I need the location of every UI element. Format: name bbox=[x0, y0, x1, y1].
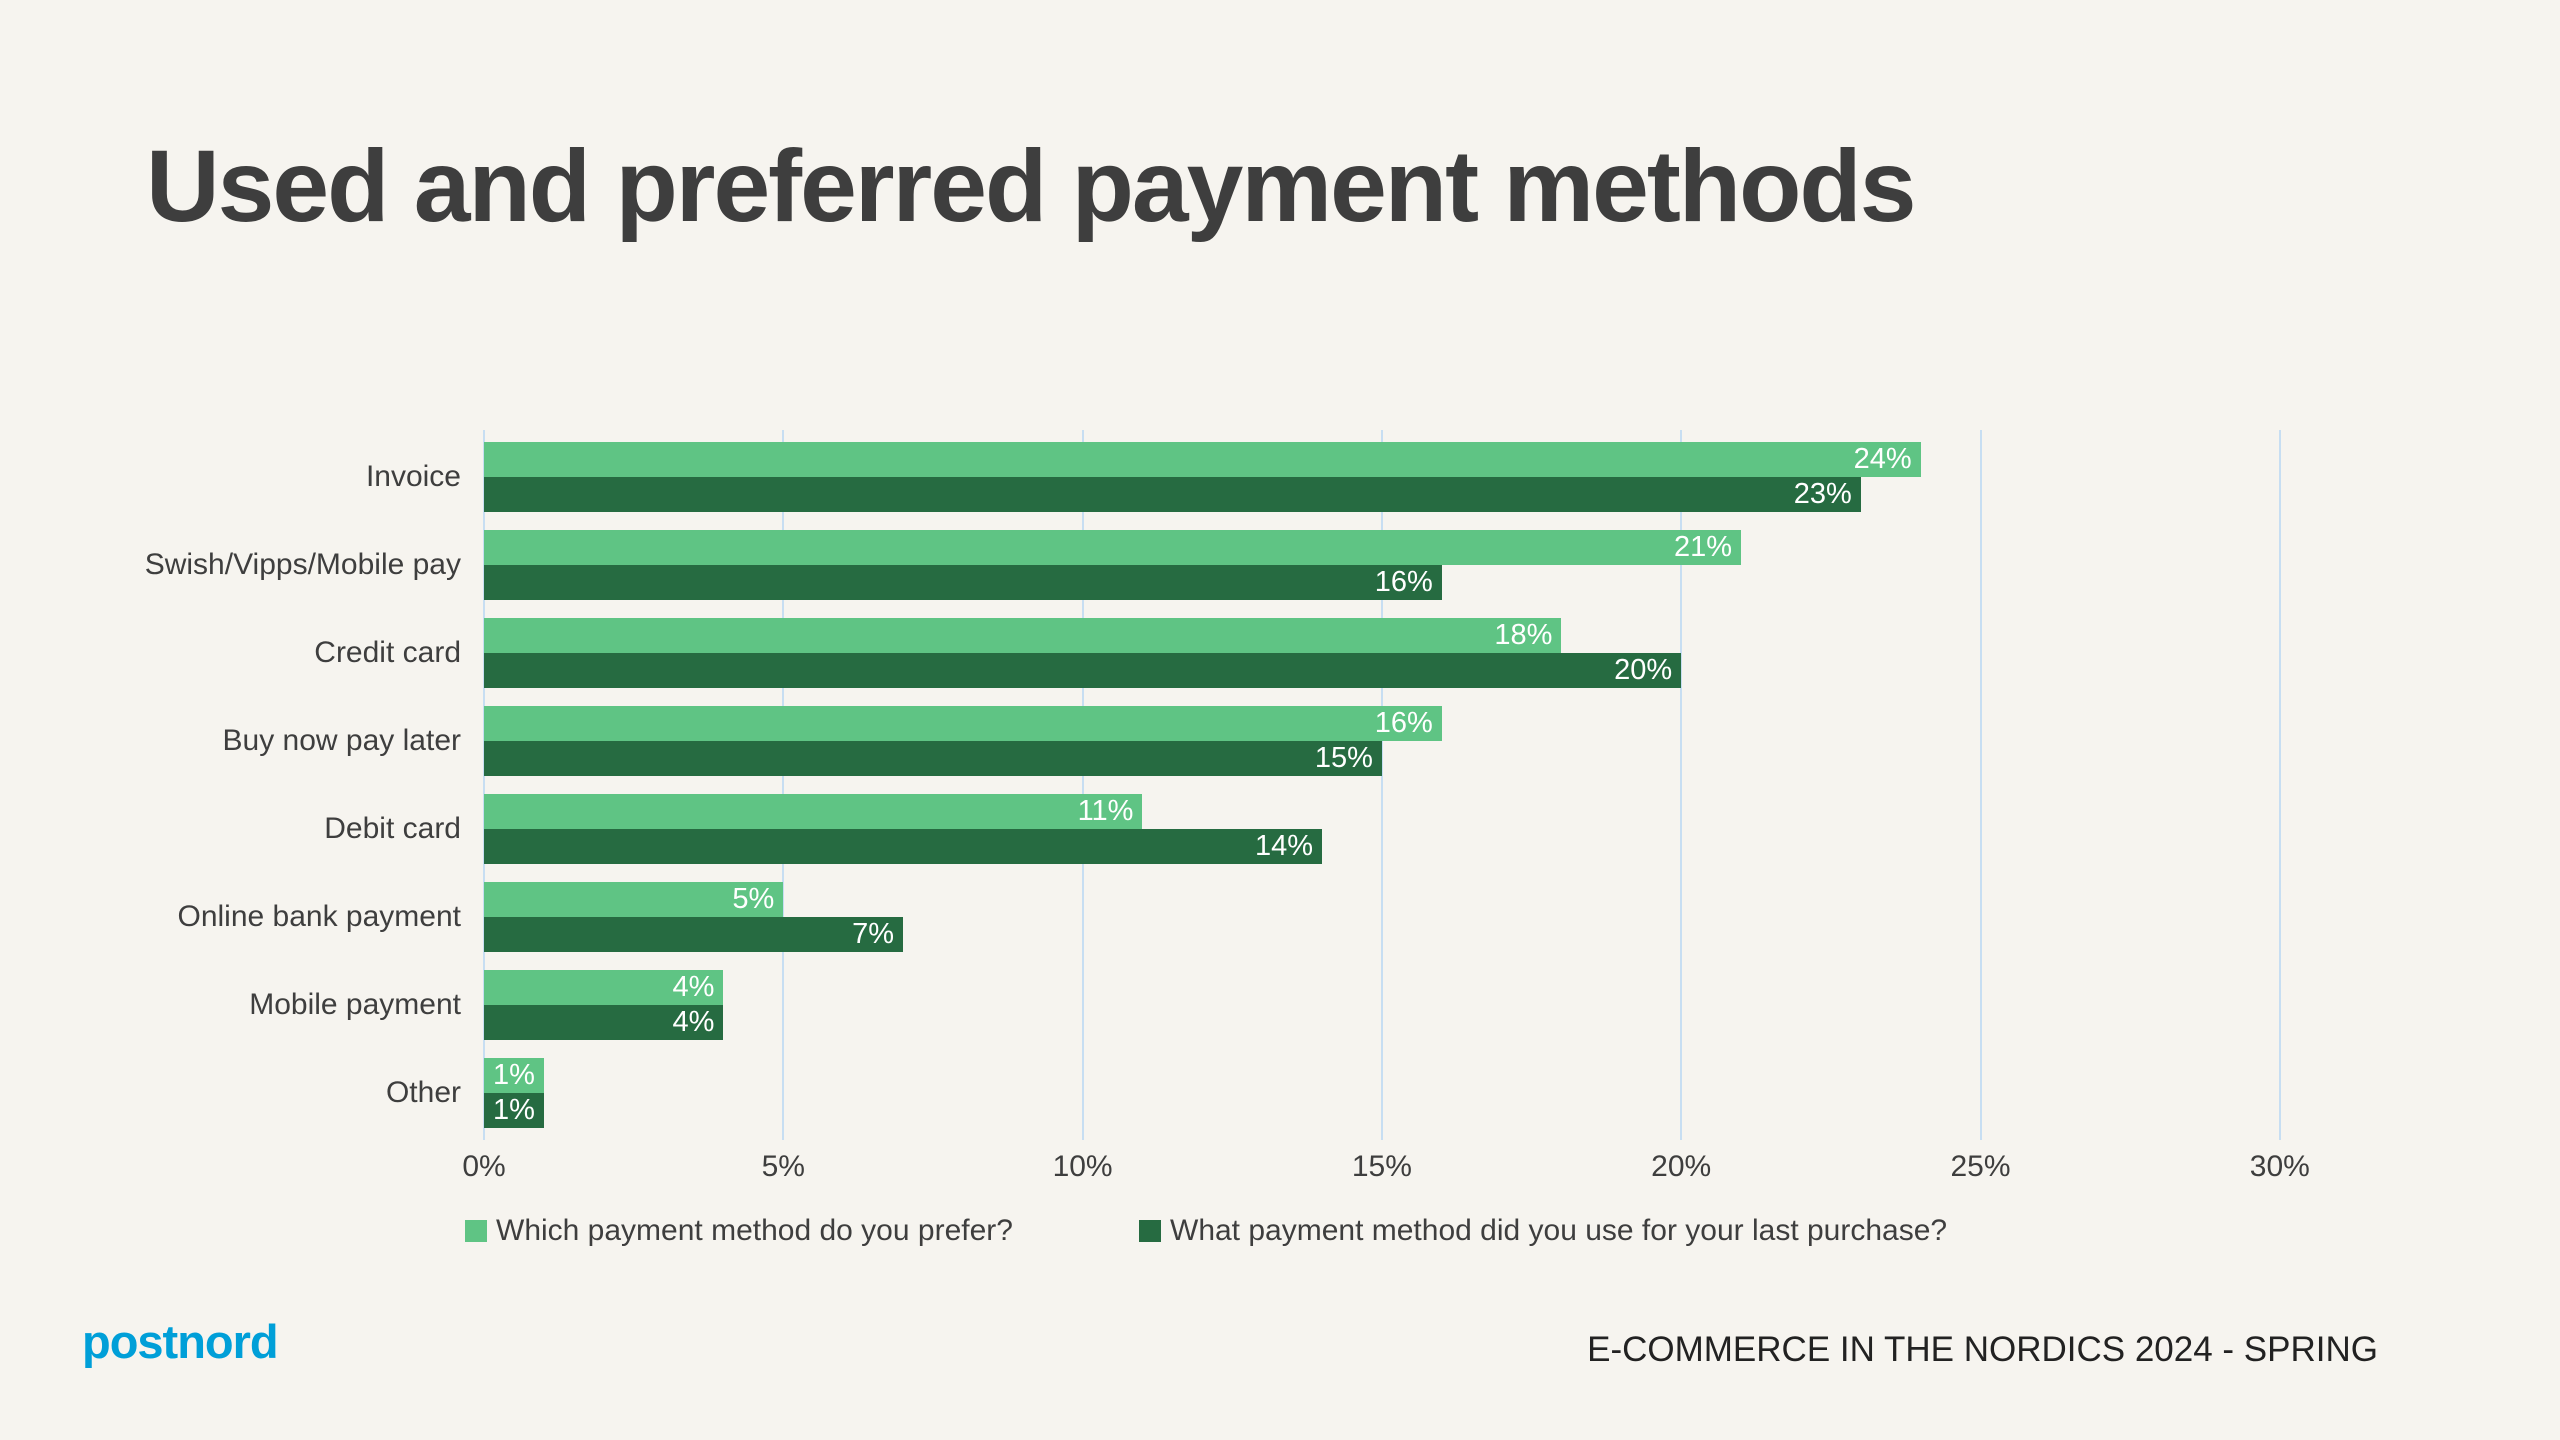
category-label: Credit card bbox=[314, 636, 461, 669]
bar-preferred: 5% bbox=[484, 882, 784, 917]
source-label: E-COMMERCE IN THE NORDICS 2024 - SPRING bbox=[1587, 1330, 2378, 1369]
gridline-10% bbox=[1081, 430, 1084, 1140]
bar-used: 4% bbox=[484, 1005, 724, 1040]
bar-value-label: 20% bbox=[1614, 654, 1673, 686]
x-tick-label: 15% bbox=[1351, 1150, 1412, 1183]
bar-used: 1% bbox=[484, 1093, 544, 1128]
bar-used: 20% bbox=[484, 653, 1682, 688]
x-tick-label: 10% bbox=[1052, 1150, 1113, 1183]
gridline-30% bbox=[2278, 430, 2281, 1140]
x-tick-label: 30% bbox=[2249, 1150, 2310, 1183]
bar-value-label: 18% bbox=[1494, 619, 1553, 651]
bar-value-label: 14% bbox=[1254, 830, 1314, 862]
bar-value-label: 16% bbox=[1374, 566, 1433, 598]
bar-value-label: 1% bbox=[492, 1094, 535, 1126]
gridline-20% bbox=[1680, 430, 1683, 1140]
bar-value-label: 23% bbox=[1793, 478, 1852, 510]
bar-value-label: 21% bbox=[1674, 531, 1733, 563]
bar-value-label: 16% bbox=[1374, 707, 1433, 739]
gridline-5% bbox=[782, 430, 785, 1140]
gridline-0% bbox=[483, 430, 485, 1140]
gridline-25% bbox=[1979, 430, 1982, 1140]
legend-swatch-used bbox=[1139, 1220, 1161, 1242]
category-label: Swish/Vipps/Mobile pay bbox=[144, 548, 461, 581]
bar-preferred: 11% bbox=[484, 794, 1143, 829]
x-tick-label: 20% bbox=[1651, 1150, 1712, 1183]
legend-label-used: What payment method did you use for your… bbox=[1170, 1214, 1948, 1247]
bar-used: 15% bbox=[484, 741, 1382, 776]
bar-value-label: 11% bbox=[1077, 795, 1134, 827]
bar-preferred: 18% bbox=[484, 618, 1562, 653]
bar-preferred: 4% bbox=[484, 970, 724, 1005]
bar-value-label: 15% bbox=[1314, 742, 1373, 774]
category-label: Other bbox=[385, 1076, 461, 1109]
x-tick-label: 0% bbox=[462, 1150, 506, 1183]
bar-value-label: 4% bbox=[672, 971, 715, 1003]
x-tick-label: 5% bbox=[761, 1150, 805, 1183]
category-label: Mobile payment bbox=[249, 988, 461, 1021]
bar-preferred: 1% bbox=[484, 1058, 544, 1093]
legend-item-preferred: Which payment method do you prefer? bbox=[465, 1213, 1013, 1249]
category-label: Online bank payment bbox=[177, 900, 461, 933]
legend-swatch-preferred bbox=[465, 1220, 487, 1242]
bar-preferred: 21% bbox=[484, 530, 1742, 565]
bar-preferred: 16% bbox=[484, 706, 1442, 741]
bar-preferred: 24% bbox=[484, 442, 1921, 477]
bar-value-label: 1% bbox=[492, 1059, 535, 1091]
gridline-15% bbox=[1380, 430, 1383, 1140]
bar-used: 14% bbox=[484, 829, 1323, 864]
category-label: Invoice bbox=[365, 460, 461, 493]
bar-used: 16% bbox=[484, 565, 1442, 600]
bar-value-label: 7% bbox=[852, 918, 895, 950]
postnord-logo: postnord bbox=[82, 1315, 279, 1368]
bar-used: 7% bbox=[484, 917, 904, 952]
bar-used: 23% bbox=[484, 477, 1861, 512]
bar-value-label: 24% bbox=[1853, 443, 1912, 475]
category-label: Debit card bbox=[324, 812, 461, 845]
category-label: Buy now pay later bbox=[222, 724, 461, 757]
bar-value-label: 5% bbox=[732, 883, 775, 915]
bar-value-label: 4% bbox=[672, 1006, 715, 1038]
legend-item-used: What payment method did you use for your… bbox=[1139, 1213, 1947, 1249]
legend-label-preferred: Which payment method do you prefer? bbox=[496, 1214, 1013, 1247]
page-title: Used and preferred payment methods bbox=[146, 129, 1916, 243]
x-tick-label: 25% bbox=[1950, 1150, 2011, 1183]
